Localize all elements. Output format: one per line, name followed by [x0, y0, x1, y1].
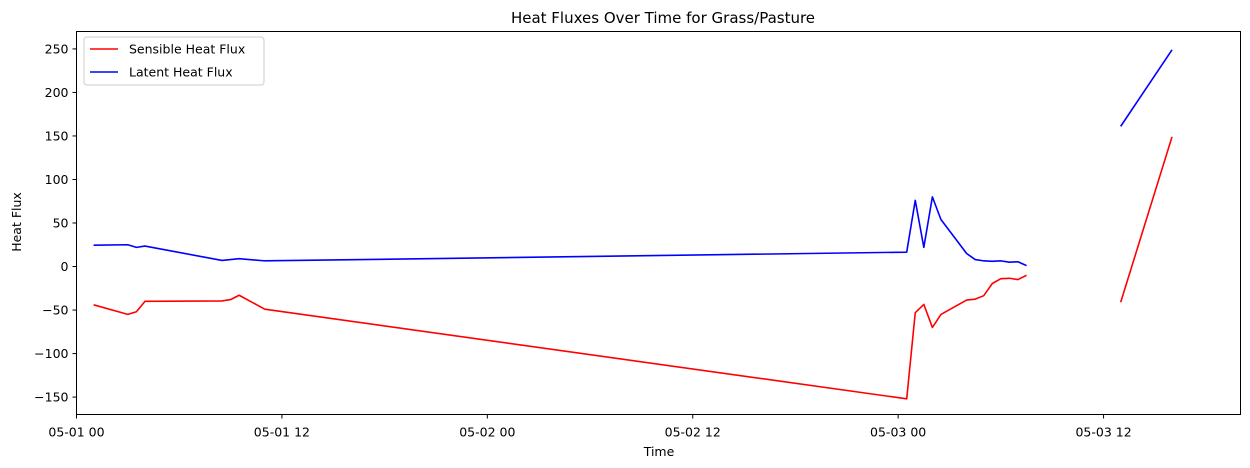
plot-lines: [93, 49, 1173, 400]
series-line-sensible-0: [93, 274, 1027, 400]
legend-label-sensible: Sensible Heat Flux: [129, 42, 245, 57]
series-line-sensible-1: [1119, 136, 1173, 303]
y-tick-label: −100: [34, 346, 68, 361]
series-line-latent-0: [93, 196, 1027, 267]
y-tick-label: −50: [42, 303, 68, 318]
x-tick-label: 05-02 00: [459, 425, 515, 440]
x-axis-label: Time: [643, 444, 675, 459]
x-axis-ticks: 05-01 00 05-01 12 05-02 00 05-02 12 05-03 00…: [48, 414, 1132, 440]
x-tick-label: 05-01 00: [48, 425, 104, 440]
y-tick-label: 0: [61, 259, 69, 274]
legend-label-latent: Latent Heat Flux: [129, 65, 233, 80]
legend: Sensible Heat Flux Latent Heat Flux: [83, 36, 265, 86]
legend-box: [83, 36, 265, 86]
y-tick-label: 50: [53, 216, 69, 231]
x-tick-label: 05-03 00: [870, 425, 926, 440]
y-tick-label: −150: [34, 390, 68, 405]
y-tick-label: 100: [45, 172, 69, 187]
x-tick-label: 05-02 12: [665, 425, 721, 440]
chart-title: Heat Fluxes Over Time for Grass/Pasture: [511, 9, 815, 27]
y-tick-label: 250: [45, 41, 69, 56]
y-axis-label: Heat Flux: [9, 192, 24, 252]
y-tick-label: 150: [45, 128, 69, 143]
x-tick-label: 05-01 12: [254, 425, 310, 440]
series-line-latent-1: [1120, 49, 1173, 127]
plot-frame: [76, 31, 1241, 415]
y-tick-label: 200: [45, 85, 69, 100]
y-axis-ticks: −150 −100 −50 0 50 100 150 200 250: [34, 41, 77, 405]
x-tick-label: 05-03 12: [1075, 425, 1131, 440]
